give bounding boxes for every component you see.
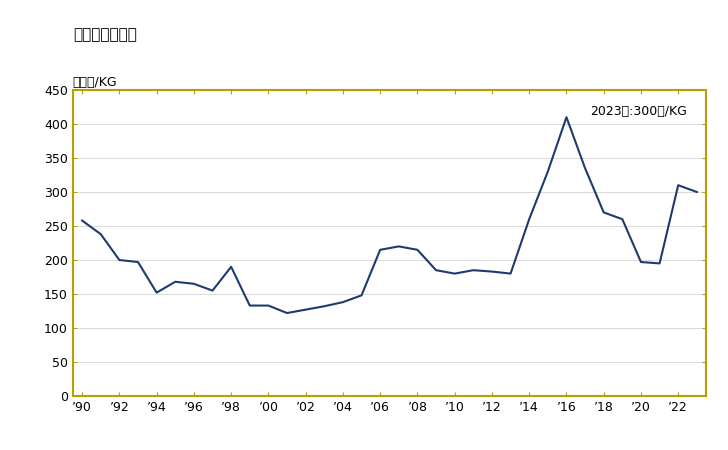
Text: 単位円/KG: 単位円/KG: [73, 76, 117, 90]
Text: 輸入価格の推移: 輸入価格の推移: [73, 27, 137, 42]
Text: 2023年:300円/KG: 2023年:300円/KG: [590, 105, 687, 118]
